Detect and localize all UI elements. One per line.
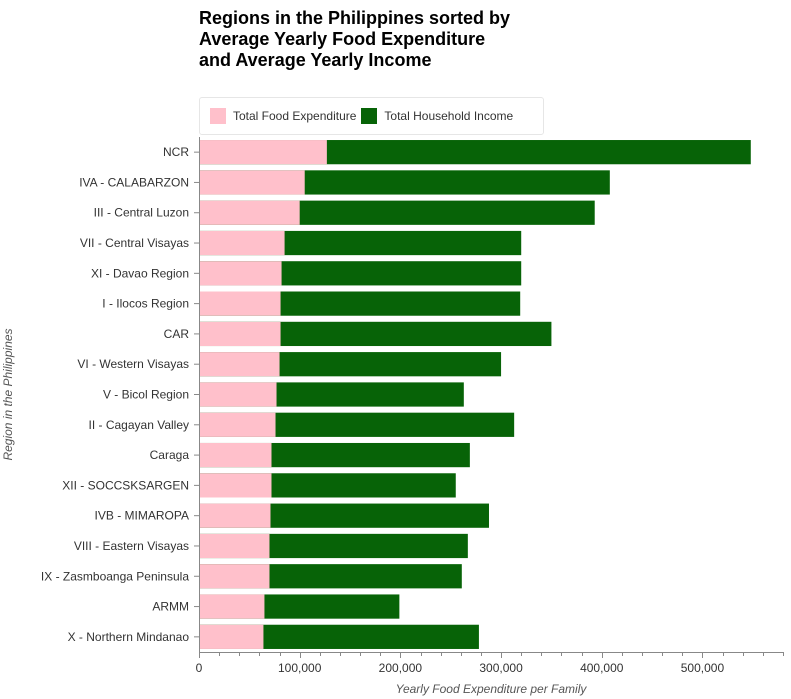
bar-food: [199, 261, 282, 286]
x-tick-label: 500,000: [681, 661, 725, 675]
y-tick-label: II - Cagayan Valley: [89, 418, 190, 432]
x-axis-title: Yearly Food Expenditure per Family: [396, 682, 588, 696]
legend-swatch-income: [361, 108, 378, 124]
bar-food: [199, 594, 265, 619]
bar-food: [199, 170, 305, 195]
bar-food: [199, 564, 270, 589]
y-tick-label: Caraga: [150, 448, 190, 462]
y-tick-label: IVB - MIMAROPA: [95, 509, 189, 523]
y-tick-label: X - Northern Mindanao: [68, 630, 190, 644]
y-tick-label: I - Ilocos Region: [102, 297, 189, 311]
y-tick-label: V - Bicol Region: [103, 388, 189, 402]
bar-food: [199, 503, 271, 528]
legend-label-food: Total Food Expenditure: [233, 109, 357, 123]
legend-item-food: Total Food Expenditure: [210, 108, 356, 124]
x-tick-label: 300,000: [479, 661, 523, 675]
bar-food: [199, 140, 327, 165]
bar-food: [199, 230, 285, 256]
y-tick-label: VII - Central Visayas: [80, 236, 189, 250]
chart-title-line: and Average Yearly Income: [199, 50, 432, 70]
y-tick-label: VI - Western Visayas: [77, 357, 189, 371]
x-tick-label: 0: [196, 661, 203, 675]
bar-food: [199, 533, 270, 559]
bar-food: [199, 321, 281, 347]
bar-food: [199, 291, 281, 316]
bars-group: [199, 140, 751, 649]
y-tick-label: CAR: [164, 327, 190, 341]
chart-title-line: Regions in the Philippines sorted by: [199, 8, 511, 28]
y-tick-label: XI - Davao Region: [91, 266, 189, 280]
y-tick-label: VIII - Eastern Visayas: [74, 539, 189, 553]
chart-title-line: Average Yearly Food Expenditure: [199, 29, 486, 49]
x-tick-label: 100,000: [278, 661, 322, 675]
bar-food: [199, 352, 280, 377]
y-tick-label: XII - SOCCSKSARGEN: [62, 478, 189, 492]
y-axis: NCR IVA - CALABARZON III - Central Luzon VI…: [41, 137, 200, 652]
x-tick-label: 400,000: [580, 661, 624, 675]
y-tick-label: III - Central Luzon: [94, 206, 189, 220]
bar-food: [199, 473, 272, 498]
y-axis-title: Region in the Philippines: [1, 328, 15, 460]
bar-food: [199, 624, 264, 649]
legend-swatch-food: [210, 108, 226, 124]
bar-food: [199, 382, 277, 407]
legend-item-income: Total Household Income: [361, 108, 513, 124]
x-axis: 0 100,000 200,000 300,000 400,000 500,000: [196, 652, 784, 675]
y-tick-label: NCR: [163, 145, 189, 159]
y-tick-label: ARMM: [152, 600, 189, 614]
bar-food: [199, 200, 300, 225]
y-tick-label: IVA - CALABARZON: [79, 175, 189, 189]
y-tick-label: IX - Zasmboanga Peninsula: [41, 569, 189, 583]
x-tick-label: 200,000: [379, 661, 423, 675]
bar-food: [199, 412, 276, 437]
legend-label-income: Total Household Income: [384, 109, 514, 123]
chart-title: Regions in the Philippines sorted by Ave…: [199, 8, 619, 71]
chart-legend: Total Food Expenditure Total Household I…: [199, 97, 544, 135]
bar-food: [199, 442, 272, 468]
